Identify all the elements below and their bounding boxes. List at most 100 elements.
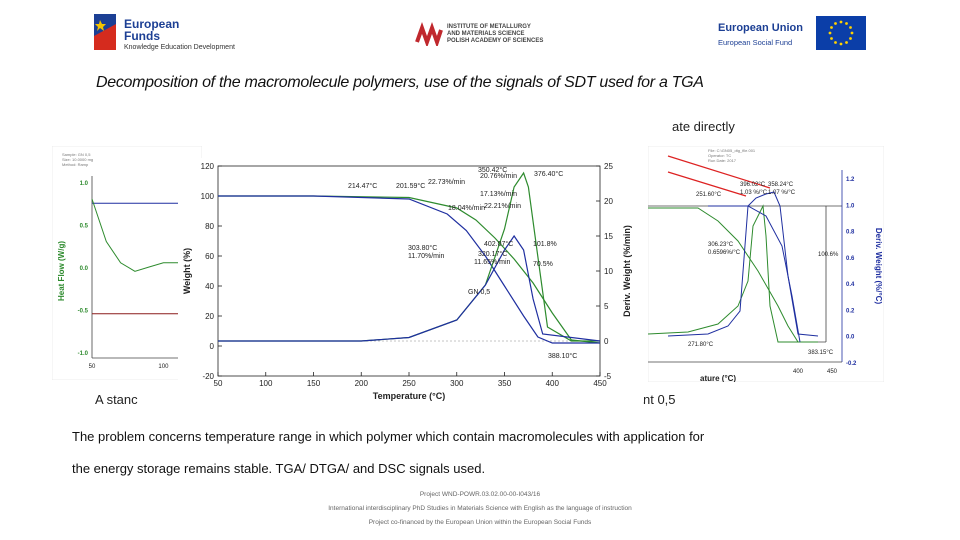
main-x-tick-label: 50 xyxy=(214,379,223,388)
imms-text: INSTITUTE OF METALLURGY AND MATERIALS SC… xyxy=(447,24,544,44)
imms-logo: INSTITUTE OF METALLURGY AND MATERIALS SC… xyxy=(415,20,565,50)
main-x-tick-label: 150 xyxy=(307,379,321,388)
main-annotation-label: 17.13%/min xyxy=(480,191,517,198)
dtg-annotation-label: 0.6596%/°C xyxy=(708,250,741,256)
main-y2-tick-label: -5 xyxy=(604,372,612,381)
main-annotation-label: 20.76%/min xyxy=(480,173,517,180)
main-y2-tick-label: 25 xyxy=(604,162,613,171)
main-x-tick-label: 450 xyxy=(593,379,607,388)
dtg-y2-tick-label: 0.8 xyxy=(846,230,855,236)
dtg-y-axis-label: Deriv. Weight (%/°C) xyxy=(874,228,883,305)
dsc-y-tick-label: -1.0 xyxy=(78,351,89,357)
footer-line-3: Project co-financed by the European Unio… xyxy=(368,519,592,526)
main-annotation-label: 70.5% xyxy=(533,261,553,268)
dtg-y2-tick-label: 0.2 xyxy=(846,308,855,314)
dsc-info-text-2: Size: 10.0000 mg xyxy=(62,157,93,162)
partial-text-bottom-left: A stanc xyxy=(95,392,138,407)
main-x-tick-label: 200 xyxy=(355,379,369,388)
footer-line-1: Project WND-POWR.03.02.00-00-I043/16 xyxy=(419,491,541,498)
dtg-x-tick-label: 450 xyxy=(827,369,838,375)
eu-funds-flag-icon xyxy=(94,14,116,50)
dsc-y-tick-label: 0.0 xyxy=(80,266,89,272)
dtg-y2-tick-label: 0.0 xyxy=(846,335,855,341)
dtg-annotation-label: 100.6% xyxy=(818,252,839,258)
dsc-series-line-2 xyxy=(91,198,192,272)
dtg-annotation-label: 1.07 %/°C xyxy=(768,190,796,196)
main-y-axis-label: Weight (%) xyxy=(182,248,192,294)
main-y2-axis-label: Deriv. Weight (%/min) xyxy=(622,225,632,317)
dsc-y-tick-label: 1.0 xyxy=(80,181,89,187)
main-annotation-label: 402.07°C xyxy=(484,240,513,248)
eu-social-fund-logo: European Union European Social Fund xyxy=(718,16,868,52)
dtg-blue-weight-line xyxy=(708,205,801,343)
main-y-tick-label: -20 xyxy=(202,372,214,381)
eu-funds-subtitle: Knowledge Education Development xyxy=(124,44,235,51)
main-series-line-2 xyxy=(218,195,600,344)
dtg-y2-tick-label: 1.2 xyxy=(846,177,855,183)
dtg-red-arrow-1 xyxy=(667,155,771,189)
dtg-y2-tick-label: 0.4 xyxy=(846,282,855,288)
dsc-x-tick-label: 100 xyxy=(158,364,169,370)
main-annotation-label: 376.40°C xyxy=(534,170,563,178)
partial-text-right: ate directly xyxy=(672,119,735,134)
main-annotation-label: 201.59°C xyxy=(396,182,425,190)
dsc-y-tick-label: 0.5 xyxy=(80,224,89,230)
main-annotation-label: 18.04%/min xyxy=(448,205,485,212)
main-x-tick-label: 100 xyxy=(259,379,273,388)
eu-flag-icon xyxy=(816,16,866,50)
dtg-x-axis-label: ature (°C) xyxy=(700,374,736,382)
main-y2-tick-label: 10 xyxy=(604,267,613,276)
main-annotation-label: 320.17°C xyxy=(478,250,507,258)
dtg-x-tick-label: 400 xyxy=(793,369,804,375)
eu-subtitle: European Social Fund xyxy=(718,38,793,47)
dtg-annotation-label: 271.80°C xyxy=(688,342,714,348)
main-y-tick-label: 0 xyxy=(210,342,215,351)
dtg-info-text: File: C:\GN05_dtg_file.001 xyxy=(708,148,756,153)
main-annotation-label: 11.65%/min xyxy=(474,259,511,266)
dtg-chart-panel: File: C:\GN05_dtg_file.001 Operator: TC … xyxy=(648,146,884,382)
dtg-green-weight-line xyxy=(648,207,818,343)
european-funds-logo: European Funds Knowledge Education Develo… xyxy=(94,14,244,54)
dsc-chart-panel: Sample: GN 0,5 Size: 10.0000 mg Method: … xyxy=(52,146,202,380)
slide-title: Decomposition of the macromolecule polym… xyxy=(96,74,704,91)
dsc-x-tick-label: 50 xyxy=(89,364,96,370)
eu-funds-title: European Funds xyxy=(124,17,180,43)
footer-line-2: International interdisciplinary PhD Stud… xyxy=(328,505,632,512)
main-annotation-label: 214.47°C xyxy=(348,182,377,190)
main-y-tick-label: 60 xyxy=(205,252,214,261)
main-annotation-label: 11.70%/min xyxy=(408,253,445,260)
main-annotation-label: GN 0,5 xyxy=(468,289,490,296)
dtg-info-text-2: Operator: TC xyxy=(708,153,731,158)
dsc-info-text-3: Method: Ramp xyxy=(62,162,89,167)
main-annotation-label: 350.42°C xyxy=(478,166,507,174)
dsc-info-text: Sample: GN 0,5 xyxy=(62,152,91,157)
main-y-tick-label: 120 xyxy=(201,162,215,171)
partial-text-bottom-right: nt 0,5 xyxy=(643,392,676,407)
main-annotation-label: 22.73%/min xyxy=(428,179,465,186)
dtg-green-deriv-line xyxy=(648,204,818,343)
main-x-tick-label: 400 xyxy=(546,379,560,388)
main-series-line-4 xyxy=(218,234,601,342)
body-text-line-2: the energy storage remains stable. TGA/ … xyxy=(72,461,486,476)
main-annotation-label: 22.21%/min xyxy=(484,203,521,210)
body-text-line-1: The problem concerns temperature range i… xyxy=(72,429,705,444)
main-y-tick-label: 80 xyxy=(205,222,214,231)
main-y-tick-label: 40 xyxy=(205,282,214,291)
dtg-y2-tick-label: -0.2 xyxy=(846,361,857,367)
main-y2-tick-label: 5 xyxy=(604,302,609,311)
dtg-annotation-label: 306.23°C xyxy=(708,242,734,248)
imms-mark-icon xyxy=(415,22,443,46)
main-y-tick-label: 20 xyxy=(205,312,214,321)
main-y-tick-label: 100 xyxy=(201,192,215,201)
main-annotation-label: 388.10°C xyxy=(548,352,577,360)
main-y2-tick-label: 20 xyxy=(604,197,613,206)
dtg-annotation-label: 358.24°C xyxy=(768,182,794,188)
main-x-tick-label: 250 xyxy=(402,379,416,388)
dtg-annotation-label: 1.03 %/°C xyxy=(740,190,768,196)
main-series-line-1 xyxy=(218,195,601,344)
dtg-annotation-label: 396.02°C xyxy=(740,182,766,188)
main-x-axis-label: Temperature (°C) xyxy=(373,391,445,401)
dtg-red-arrow-2 xyxy=(667,171,747,197)
dsc-y-tick-label: -0.5 xyxy=(78,309,89,315)
main-annotation-label: 101.8% xyxy=(533,241,557,248)
